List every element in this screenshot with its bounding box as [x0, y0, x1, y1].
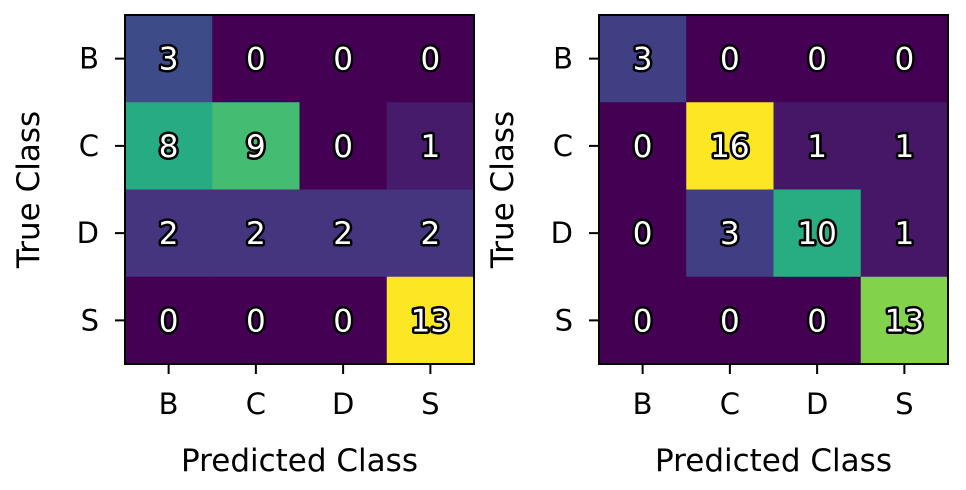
cell-value-label: 0	[807, 303, 827, 339]
x-tick-label: S	[421, 387, 439, 421]
y-tick-label: S	[555, 303, 573, 337]
x-tick-label: C	[720, 387, 740, 421]
cell-value-label: 13	[411, 303, 450, 339]
y-tick-label: D	[77, 216, 99, 250]
y-axis-label: True Class	[485, 111, 521, 269]
cell-value-label: 0	[633, 303, 653, 339]
x-tick-label: S	[895, 387, 913, 421]
x-tick-label: C	[246, 387, 266, 421]
cell-value-label: 0	[895, 42, 915, 78]
cell-value-label: 2	[159, 216, 179, 252]
y-tick-label: C	[79, 129, 99, 163]
cell-value-label: 1	[807, 129, 827, 165]
y-axis-label: True Class	[11, 111, 47, 269]
cell-value-label: 16	[710, 129, 749, 165]
cell-value-label: 2	[421, 216, 441, 252]
y-tick-label: S	[81, 303, 99, 337]
x-axis-label: Predicted Class	[655, 443, 892, 479]
cell-value-label: 0	[720, 303, 740, 339]
cell-value-label: 2	[246, 216, 266, 252]
cell-value-label: 1	[895, 216, 915, 252]
y-tick-label: D	[551, 216, 573, 250]
cell-value-label: 3	[633, 42, 653, 78]
y-tick-label: B	[79, 42, 99, 76]
x-tick-label: B	[633, 387, 653, 421]
cell-value-label: 0	[159, 303, 179, 339]
cell-value-label: 3	[720, 216, 740, 252]
x-tick-label: D	[806, 387, 828, 421]
cell-value-label: 0	[333, 129, 353, 165]
cell-value-label: 0	[421, 42, 441, 78]
cell-value-label: 0	[633, 129, 653, 165]
y-tick-label: B	[553, 42, 573, 76]
cell-value-label: 0	[246, 303, 266, 339]
cell-value-label: 0	[720, 42, 740, 78]
x-tick-label: D	[332, 387, 354, 421]
cell-value-label: 0	[246, 42, 266, 78]
cell-value-label: 9	[246, 129, 266, 165]
y-tick-label: C	[553, 129, 573, 163]
cell-value-label: 10	[797, 216, 836, 252]
cell-value-label: 1	[895, 129, 915, 165]
x-axis-label: Predicted Class	[181, 443, 418, 479]
cell-value-label: 2	[333, 216, 353, 252]
cell-value-label: 0	[633, 216, 653, 252]
cell-value-label: 0	[807, 42, 827, 78]
cell-value-label: 1	[421, 129, 441, 165]
cell-value-label: 3	[159, 42, 179, 78]
x-tick-label: B	[159, 387, 179, 421]
cell-value-label: 13	[885, 303, 924, 339]
cell-value-label: 0	[333, 42, 353, 78]
cell-value-label: 0	[333, 303, 353, 339]
cell-value-label: 8	[159, 129, 179, 165]
